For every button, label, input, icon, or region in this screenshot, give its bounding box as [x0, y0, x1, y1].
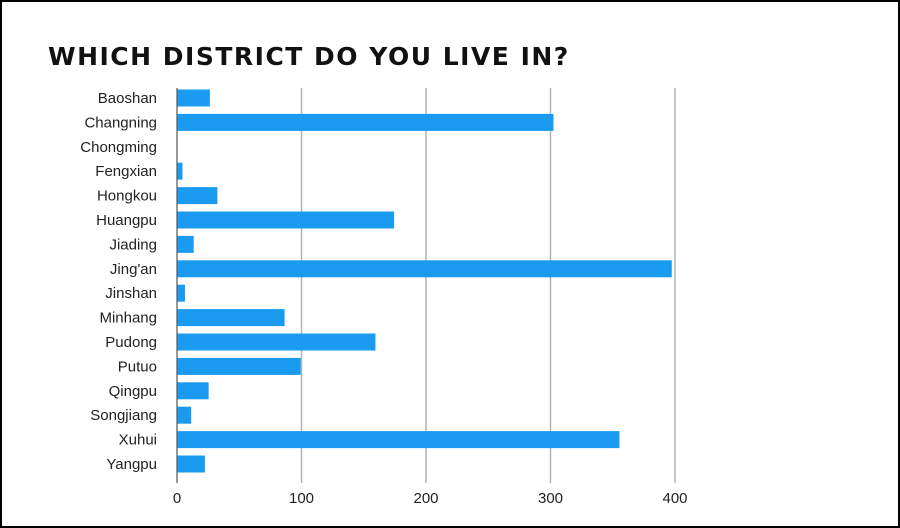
- category-label: Minhang: [99, 310, 157, 327]
- category-label: Pudong: [105, 334, 157, 351]
- category-label: Jing'an: [110, 261, 157, 278]
- bar-baoshan: [177, 89, 210, 107]
- category-label: Changning: [84, 114, 157, 131]
- bar-minhang: [177, 309, 285, 327]
- x-tick-label: 400: [662, 490, 687, 507]
- bar-pudong: [177, 333, 376, 351]
- category-label: Xuhui: [119, 432, 157, 449]
- category-label: Jiading: [109, 236, 157, 253]
- category-label: Songjiang: [90, 407, 157, 424]
- bars: [177, 89, 672, 473]
- bar-jing-an: [177, 260, 672, 278]
- category-label: Fengxian: [95, 163, 157, 180]
- x-tick-label: 200: [413, 490, 438, 507]
- bar-xuhui: [177, 431, 620, 449]
- x-tick-labels: 0 100 200 300 400: [173, 490, 688, 507]
- bar-yangpu: [177, 455, 205, 473]
- x-tick-label: 100: [289, 490, 314, 507]
- chart-title: WHICH DISTRICT DO YOU LIVE IN?: [48, 42, 570, 71]
- category-label: Chongming: [80, 139, 157, 156]
- category-label: Putuo: [118, 358, 157, 375]
- category-label: Hongkou: [97, 188, 157, 205]
- bar-huangpu: [177, 211, 395, 229]
- category-label: Jinshan: [105, 285, 157, 302]
- category-label: Qingpu: [109, 383, 157, 400]
- category-label: Yangpu: [106, 456, 157, 473]
- category-labels: Baoshan Changning Chongming Fengxian Hongkou…: [80, 90, 157, 473]
- bar-jinshan: [177, 284, 185, 302]
- bar-songjiang: [177, 406, 192, 424]
- category-label: Baoshan: [98, 90, 157, 107]
- bar-putuo: [177, 357, 301, 375]
- bar-changning: [177, 113, 554, 131]
- category-label: Huangpu: [96, 212, 157, 229]
- bar-fengxian: [177, 162, 183, 180]
- bar-jiading: [177, 235, 194, 253]
- grid-lines: [176, 88, 676, 483]
- bar-hongkou: [177, 187, 218, 205]
- x-tick-label: 300: [538, 490, 563, 507]
- x-tick-label: 0: [173, 490, 181, 507]
- bar-qingpu: [177, 382, 209, 400]
